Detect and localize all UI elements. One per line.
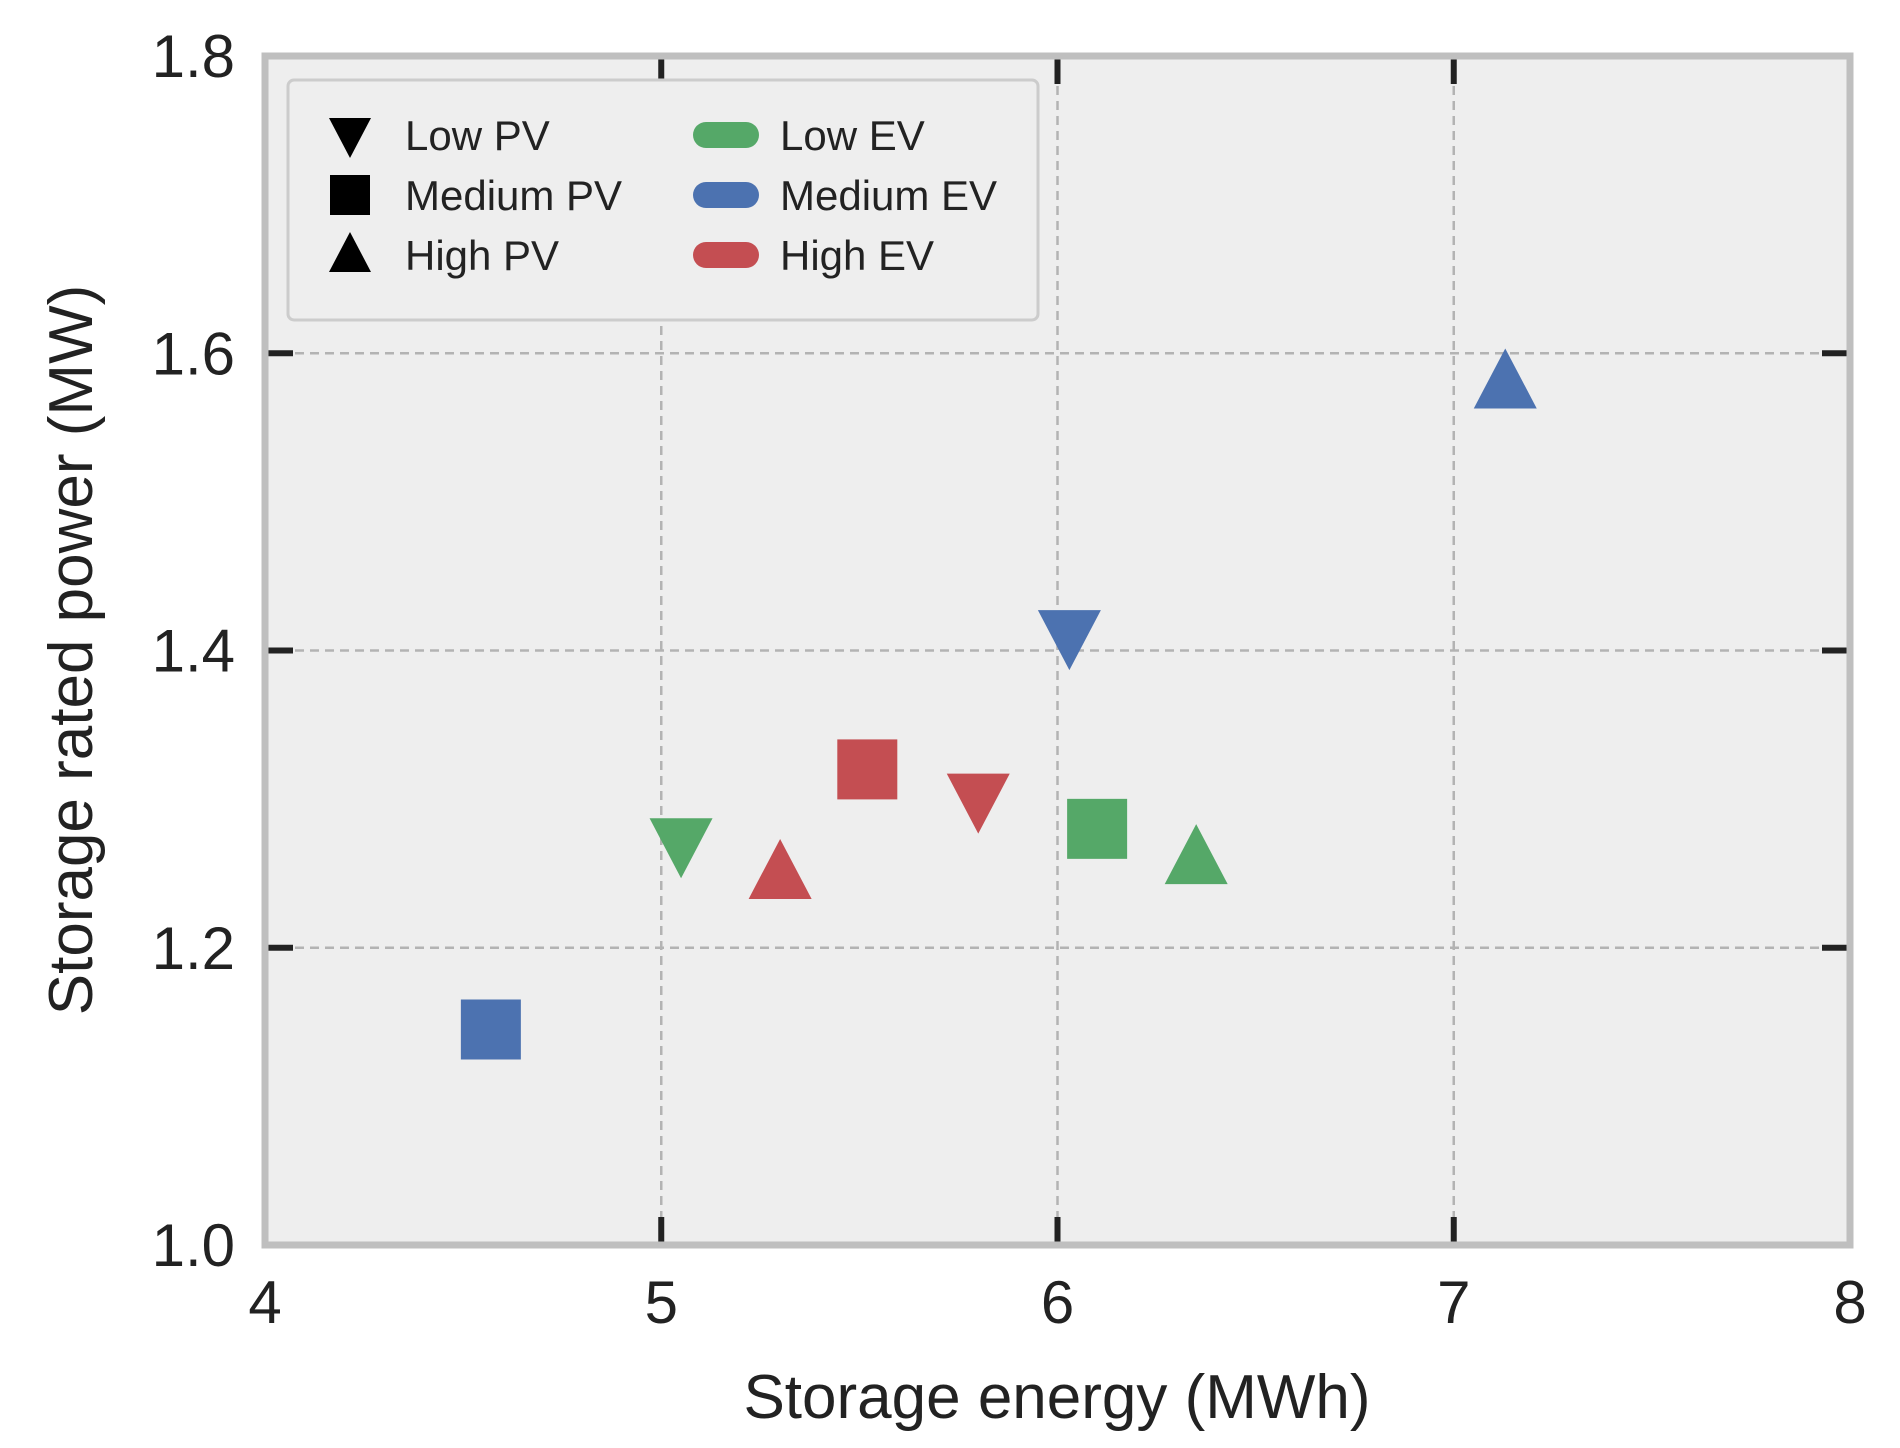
legend-color-swatch [693,182,759,208]
legend: Low PV Medium PV High PV Low EV Medium EV Hig… [286,78,1040,322]
data-point [837,739,898,800]
legend-color-swatch [693,242,759,268]
data-point [748,838,812,899]
y-tick-label: 1.0 [152,1212,235,1279]
y-tick-labels: 1.0 1.2 1.4 1.6 1.8 [152,23,235,1279]
data-point [1164,824,1228,885]
legend-color-swatch [693,122,759,148]
plot-frame [261,52,1854,1249]
legend-label: Low EV [780,112,925,159]
y-tick-label: 1.6 [152,320,235,387]
data-points [460,348,1537,1060]
legend-label: Low PV [405,112,550,159]
x-tick-label: 6 [1041,1269,1074,1336]
legend-label: Medium PV [405,172,622,219]
legend-label: Medium EV [780,172,997,219]
data-point [649,818,713,879]
y-axis-label: Storage rated power (MW) [37,285,106,1015]
data-point [460,999,521,1060]
x-tick-labels: 4 5 6 7 8 [248,1269,1866,1336]
x-tick-label: 5 [645,1269,678,1336]
legend-marker-triangle-up [329,232,371,272]
data-point [946,773,1010,834]
legend-label: High EV [780,232,934,279]
data-point [1473,348,1537,409]
x-tick-label: 7 [1437,1269,1470,1336]
y-tick-label: 1.4 [152,618,235,685]
y-tick-label: 1.8 [152,23,235,90]
x-tick-label: 8 [1833,1269,1866,1336]
legend-label: High PV [405,232,559,279]
legend-marker-triangle-down [329,118,371,158]
x-axis-label: Storage energy (MWh) [743,1363,1370,1432]
data-point [1037,610,1101,671]
legend-marker-square [330,175,370,215]
tick-marks [265,56,1850,1245]
x-tick-label: 4 [248,1269,281,1336]
y-tick-label: 1.2 [152,915,235,982]
data-point [1067,798,1128,859]
legend-box [286,78,1040,322]
